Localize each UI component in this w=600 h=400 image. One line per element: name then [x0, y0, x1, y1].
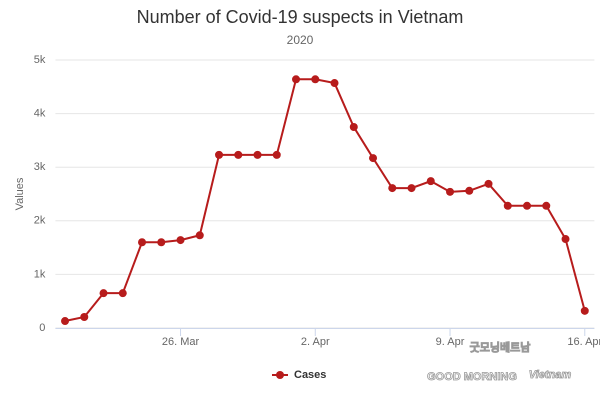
data-point	[99, 289, 108, 298]
data-point	[349, 123, 358, 131]
data-point	[195, 231, 204, 240]
data-point	[157, 238, 166, 247]
data-point	[215, 150, 224, 159]
data-point	[292, 75, 301, 84]
data-point	[407, 184, 416, 193]
data-point	[369, 154, 378, 163]
y-tick-label: 3k	[34, 161, 46, 173]
data-point	[234, 150, 243, 159]
y-tick-label: 1k	[34, 268, 46, 280]
chart-title: Number of Covid-19 suspects in Vietnam	[137, 7, 464, 27]
x-tick-label: 16. Apr	[567, 336, 600, 348]
data-point	[446, 187, 455, 196]
x-tick-label: 26. Mar	[162, 336, 200, 348]
legend-label: Cases	[294, 369, 326, 381]
y-tick-label: 0	[39, 322, 45, 334]
data-point	[388, 184, 397, 193]
watermark: 굿모닝베트남	[470, 340, 531, 354]
data-point	[330, 79, 339, 88]
data-point	[542, 201, 551, 210]
y-tick-label: 5k	[34, 54, 46, 66]
y-axis-title: Values	[14, 177, 26, 210]
data-point	[503, 201, 512, 210]
data-point	[272, 150, 281, 159]
x-tick-label: 9. Apr	[436, 336, 465, 348]
data-point	[580, 306, 589, 315]
legend-marker	[276, 371, 284, 379]
data-point	[484, 179, 493, 188]
series-line	[64, 78, 586, 323]
data-point	[61, 317, 70, 326]
data-point	[426, 177, 435, 186]
data-point	[118, 289, 127, 298]
data-point	[253, 150, 262, 159]
y-tick-label: 4k	[34, 108, 46, 120]
data-point	[465, 186, 474, 195]
x-tick-label: 2. Apr	[301, 336, 330, 348]
data-point	[523, 201, 532, 210]
data-point	[311, 75, 320, 84]
chart-subtitle: 2020	[287, 33, 314, 47]
watermark: Vietnam	[529, 369, 572, 381]
data-point	[138, 238, 147, 247]
data-point	[176, 236, 185, 245]
data-point	[80, 313, 89, 322]
data-point	[561, 235, 570, 244]
watermark: GOOD MORNING	[427, 371, 517, 383]
y-tick-label: 2k	[34, 215, 46, 227]
